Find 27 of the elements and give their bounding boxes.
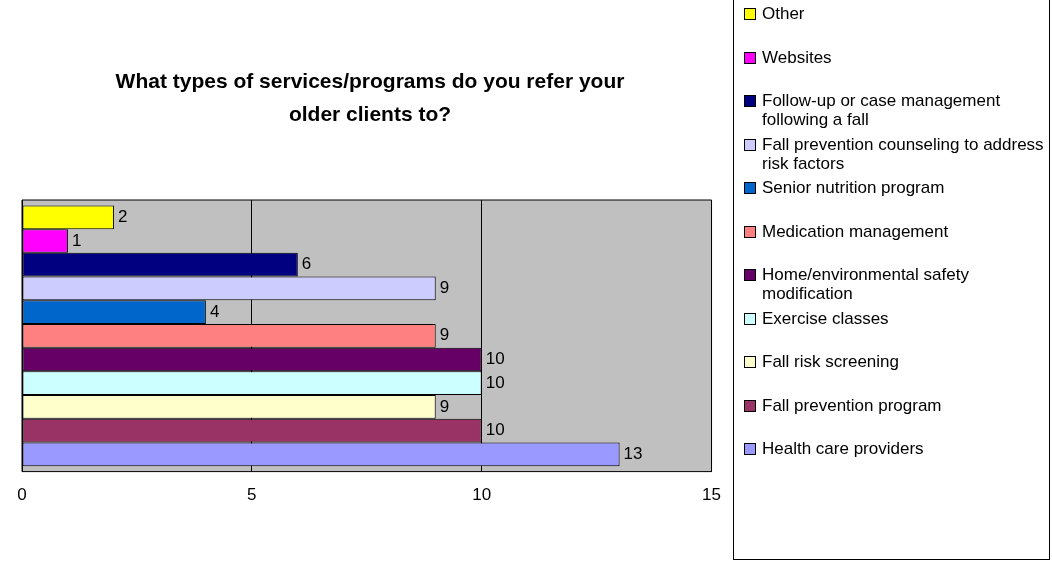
- x-tick-label: 5: [247, 485, 257, 505]
- legend-label: Other: [762, 4, 805, 23]
- x-tick-label: 10: [472, 485, 492, 505]
- legend-label: Follow-up or case management following a fall: [762, 91, 1002, 129]
- legend-label: Senior nutrition program: [762, 178, 945, 197]
- legend-label: Websites: [762, 47, 832, 67]
- x-tick-label: 0: [17, 485, 27, 505]
- chart-title: What types of services/programs do you refer your older clients to?: [114, 68, 626, 127]
- x-tick-label: 15: [702, 485, 722, 505]
- data-label: 10: [485, 372, 505, 392]
- data-label: 10: [485, 420, 505, 440]
- data-label: 9: [439, 396, 450, 416]
- data-label: 1: [71, 230, 82, 250]
- data-label: 9: [439, 325, 450, 345]
- legend-label: Home/environmental safety modification: [762, 265, 970, 303]
- data-label: 4: [209, 301, 220, 321]
- data-label: 6: [301, 254, 312, 274]
- legend-label: Fall prevention program: [762, 395, 942, 415]
- legend-label: Fall prevention counseling to address risk factors: [762, 134, 1045, 173]
- legend-label: Medication management: [762, 221, 949, 241]
- data-label: 9: [439, 278, 450, 298]
- data-label: 10: [485, 349, 505, 369]
- legend-label: Exercise classes: [762, 308, 889, 328]
- data-label: 2: [117, 206, 128, 226]
- legend-label: Fall risk screening: [762, 352, 899, 371]
- data-label: 13: [623, 444, 643, 463]
- legend-label: Health care providers: [762, 439, 924, 458]
